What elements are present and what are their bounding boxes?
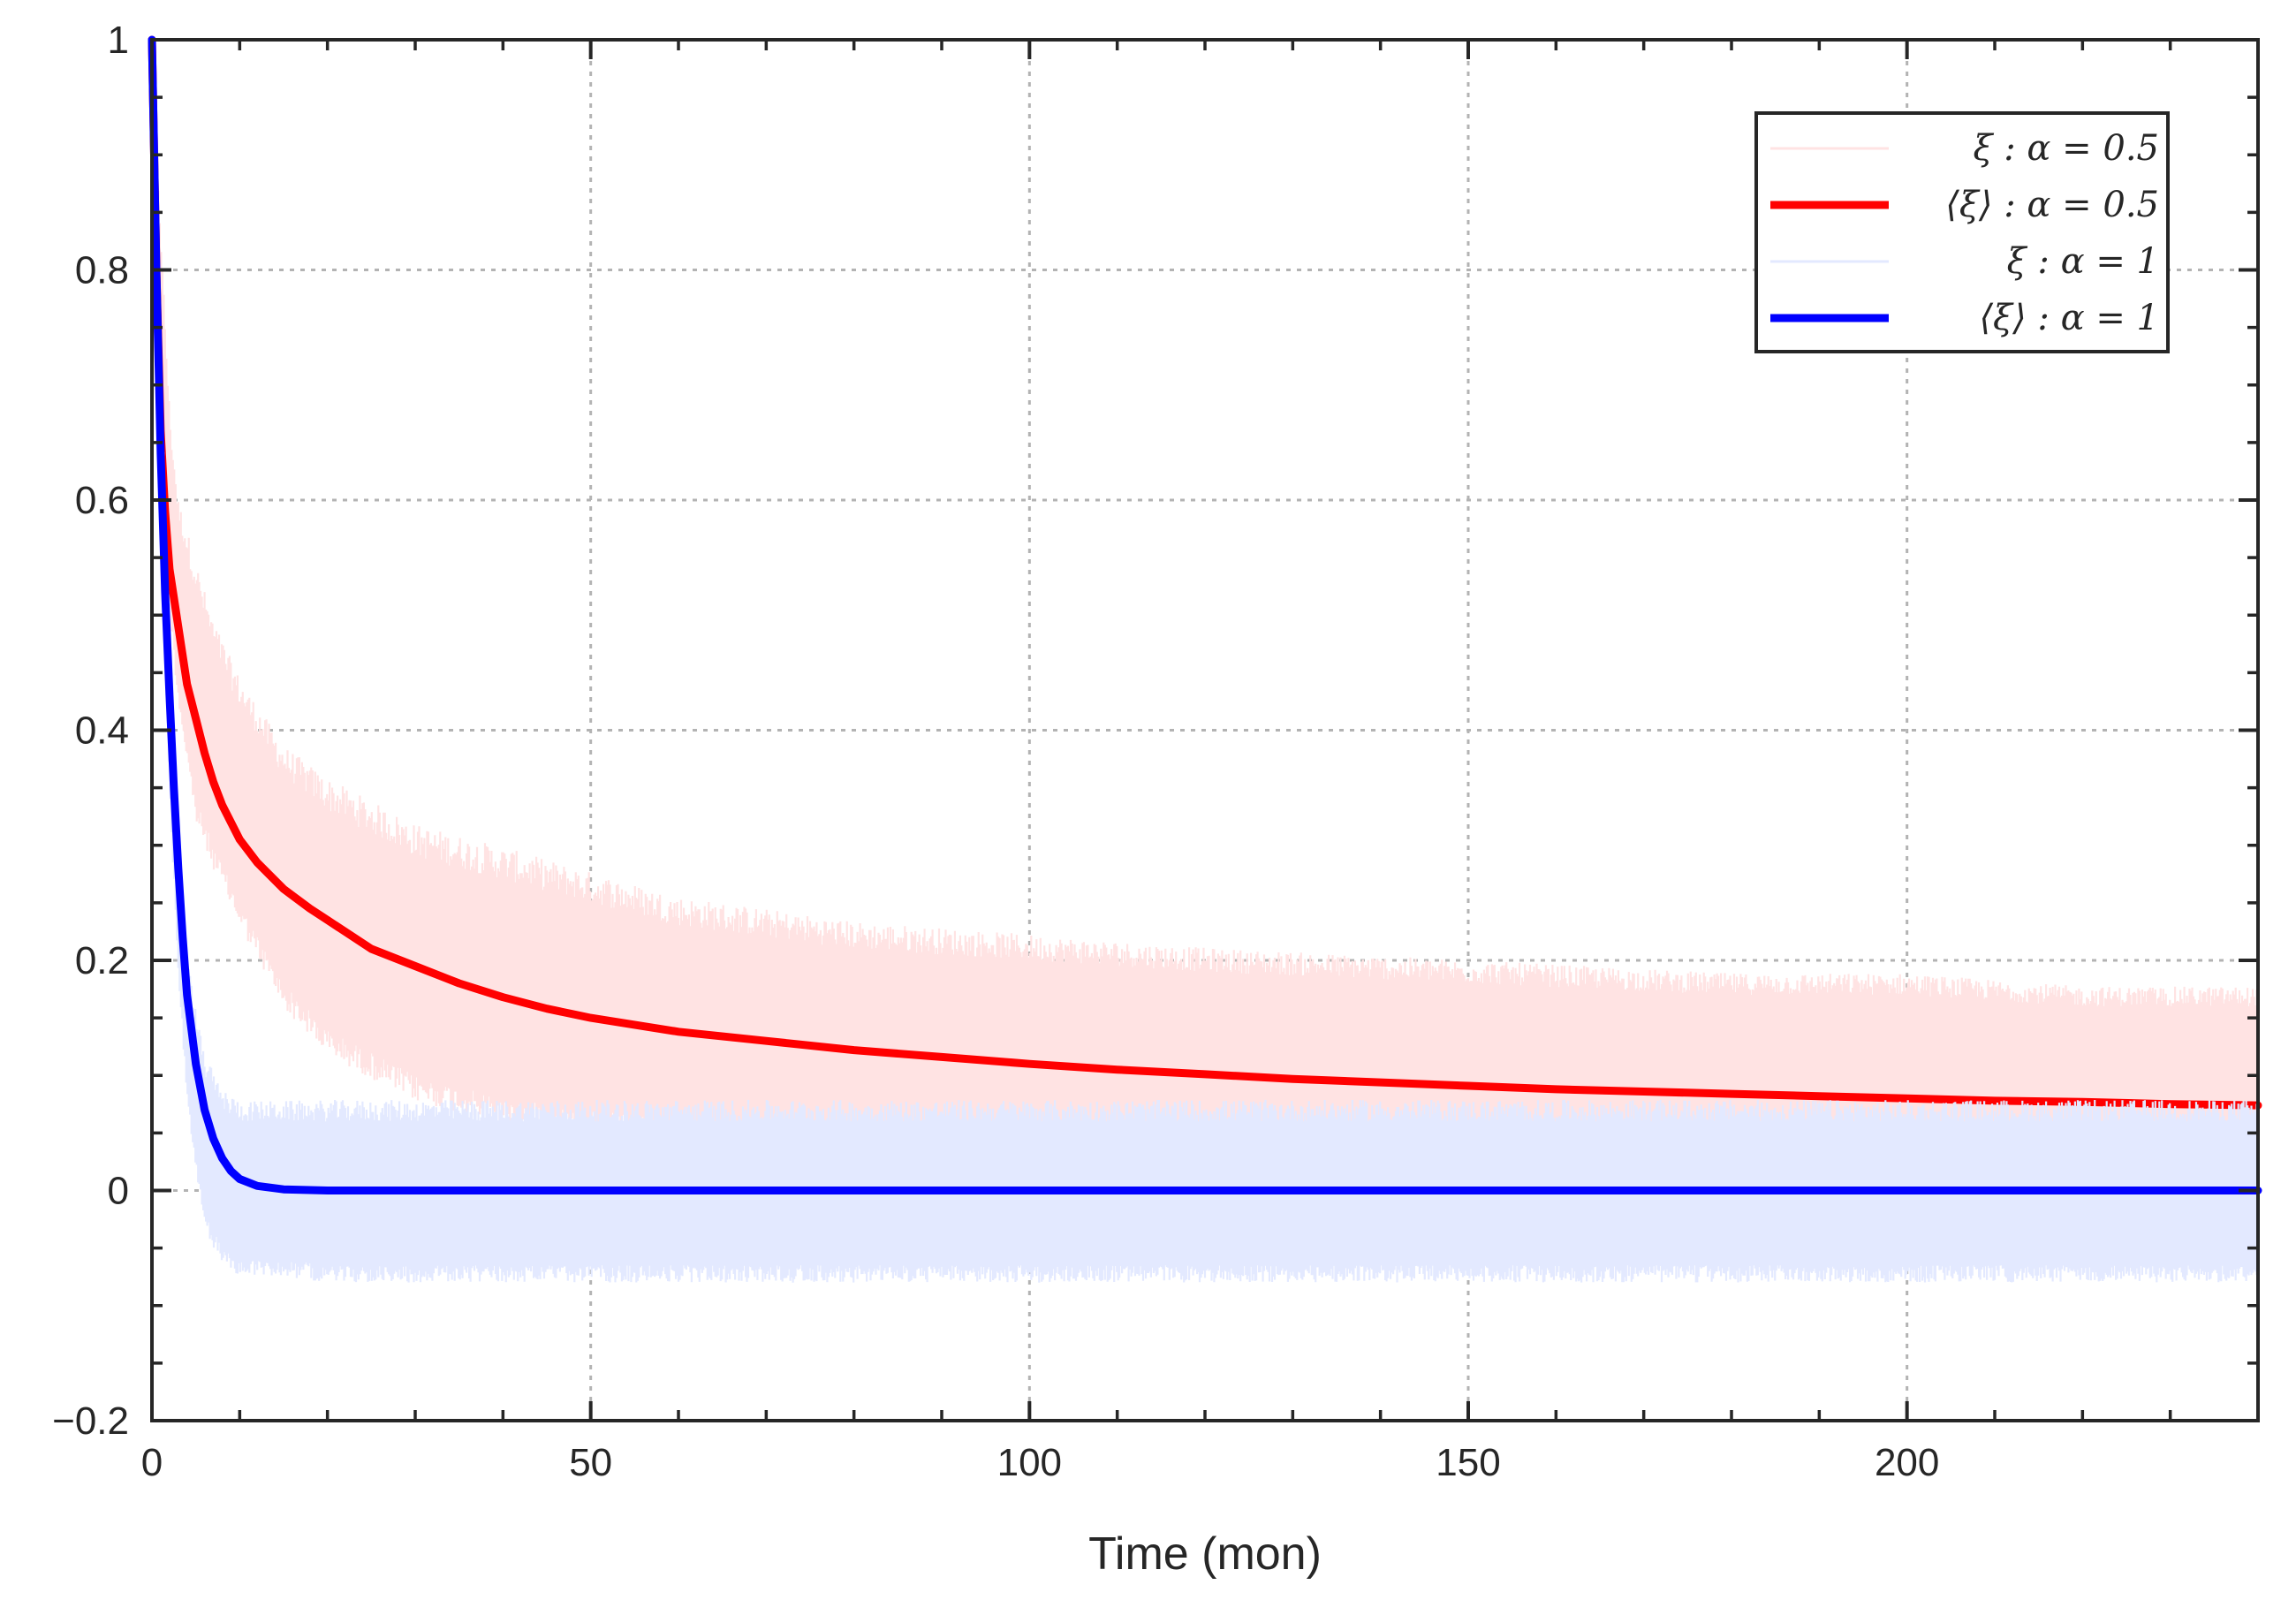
x-tick-label: 150 <box>1436 1441 1500 1484</box>
y-tick-label: 0.4 <box>75 709 129 753</box>
y-tick-label: −0.2 <box>52 1399 129 1443</box>
x-tick-label: 50 <box>569 1441 612 1484</box>
x-axis-label: Time (mon) <box>1088 1528 1322 1580</box>
y-tick-label: 0 <box>108 1170 129 1213</box>
tick-labels: 0 50 100 150 200 −0.2 0 0.2 0.4 0.6 0.8 1 <box>52 19 1939 1484</box>
x-tick-label: 0 <box>141 1441 163 1484</box>
y-tick-label: 0.2 <box>75 939 129 982</box>
legend-label: ⟨ξ⟩ : α = 1 <box>1979 298 2159 338</box>
legend-label: ⟨ξ⟩ : α = 0.5 <box>1945 185 2159 225</box>
y-tick-label: 0.6 <box>75 479 129 522</box>
y-tick-label: 1 <box>108 19 129 62</box>
legend-box <box>1754 111 2170 353</box>
legend-label: ξ : α = 0.5 <box>1973 128 2159 169</box>
y-tick-label: 0.8 <box>75 249 129 292</box>
axes <box>150 38 2260 1422</box>
series-line-3 <box>148 35 2262 1194</box>
x-tick-label: 100 <box>997 1441 1062 1484</box>
legend: ξ : α = 0.5 ⟨ξ⟩ : α = 0.5 ξ : α = 1 ⟨ξ⟩ : α… <box>1754 111 2170 353</box>
x-tick-label: 200 <box>1875 1441 1939 1484</box>
series-line-1 <box>148 35 2262 1110</box>
legend-label: ξ : α = 1 <box>2007 241 2159 282</box>
series-layer <box>148 35 2262 1283</box>
